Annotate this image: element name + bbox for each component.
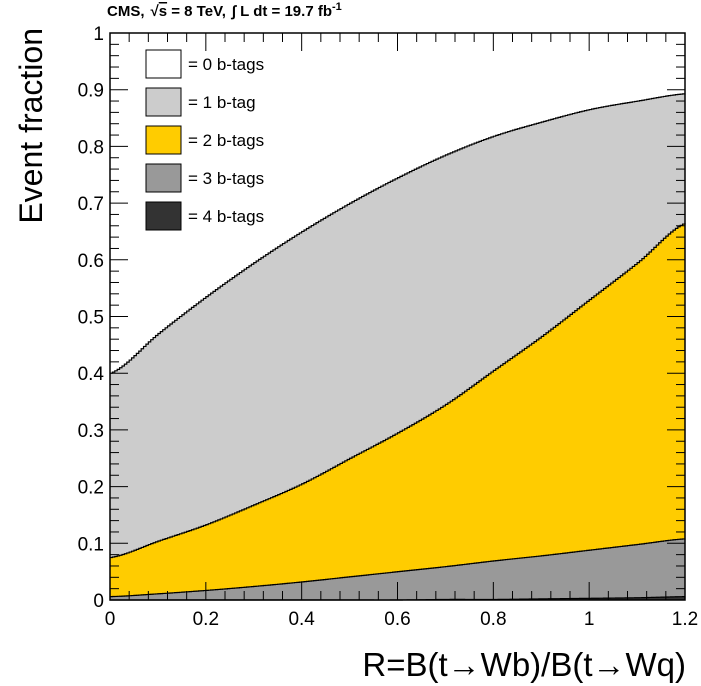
- x-axis-title: R=B(t→Wb)/B(t→Wq): [362, 646, 686, 683]
- x-tick-label: 0.2: [193, 609, 219, 630]
- y-axis-title: Event fraction: [13, 28, 49, 224]
- y-tick-label: 0.2: [78, 478, 104, 499]
- y-tick-label: 0.6: [78, 251, 104, 272]
- header-lumi: L dt = 19.7 fb: [236, 3, 332, 20]
- x-axis-ticks: [109, 33, 686, 600]
- stacked-areas: [110, 33, 685, 601]
- x-axis-tick-labels: 0 0.2 0.4 0.6 0.8 1 1.2: [105, 609, 699, 630]
- legend-label-1-b-tag: = 1 b-tag: [188, 93, 256, 112]
- y-tick-label: 0.9: [78, 81, 104, 102]
- legend-swatch-4-b-tags: [145, 201, 182, 231]
- legend: = 0 b-tags = 1 b-tag = 2 b-tags = 3 b-tags =…: [145, 49, 264, 231]
- x-tick-label: 1.2: [672, 609, 698, 630]
- x-tick-label: 0.6: [384, 609, 410, 630]
- x-tick-label: 1: [584, 609, 595, 630]
- y-tick-label: 0.3: [78, 421, 104, 442]
- legend-swatch-2-b-tags: [145, 125, 182, 155]
- x-tick-label: 0: [105, 609, 116, 630]
- x-tick-label: 0.8: [480, 609, 506, 630]
- header-lumi-exponent: -1: [332, 1, 342, 13]
- chart-header: CMS, √s = 8 TeV, ∫ L dt = 19.7 fb-1: [107, 1, 342, 20]
- header-sqrt-s: s: [159, 3, 167, 20]
- header-experiment: CMS,: [107, 3, 145, 20]
- x-tick-label: 0.4: [288, 609, 315, 630]
- header-integral-symbol: ∫: [231, 3, 238, 20]
- y-tick-label: 0.8: [78, 137, 104, 158]
- header-sqrt-symbol: √: [151, 3, 160, 20]
- legend-label-4-b-tags: = 4 b-tags: [188, 207, 264, 226]
- y-tick-label: 1: [93, 24, 104, 45]
- y-tick-label: 0.1: [78, 534, 104, 555]
- boundary-2-b-tags: [110, 222, 686, 559]
- y-axis-ticks: [110, 32, 685, 601]
- area-3-b-tags: [110, 538, 685, 600]
- y-axis-tick-labels: 0 0.1 0.2 0.3 0.4 0.5 0.6 0.7 0.8 0.9 1: [78, 24, 105, 612]
- header-energy: = 8 TeV,: [167, 3, 226, 20]
- boundary-1-b-tag: [110, 93, 686, 374]
- legend-swatch-3-b-tags: [145, 163, 182, 193]
- y-tick-label: 0: [93, 591, 104, 612]
- legend-label-3-b-tags: = 3 b-tags: [188, 169, 264, 188]
- legend-label-0-b-tags: = 0 b-tags: [188, 55, 264, 74]
- legend-label-2-b-tags: = 2 b-tags: [188, 131, 264, 150]
- y-tick-label: 0.7: [78, 194, 104, 215]
- y-tick-label: 0.5: [78, 308, 104, 329]
- y-tick-label: 0.4: [78, 364, 105, 385]
- legend-swatch-0-b-tags: [145, 49, 182, 79]
- legend-swatch-1-b-tag: [145, 87, 182, 117]
